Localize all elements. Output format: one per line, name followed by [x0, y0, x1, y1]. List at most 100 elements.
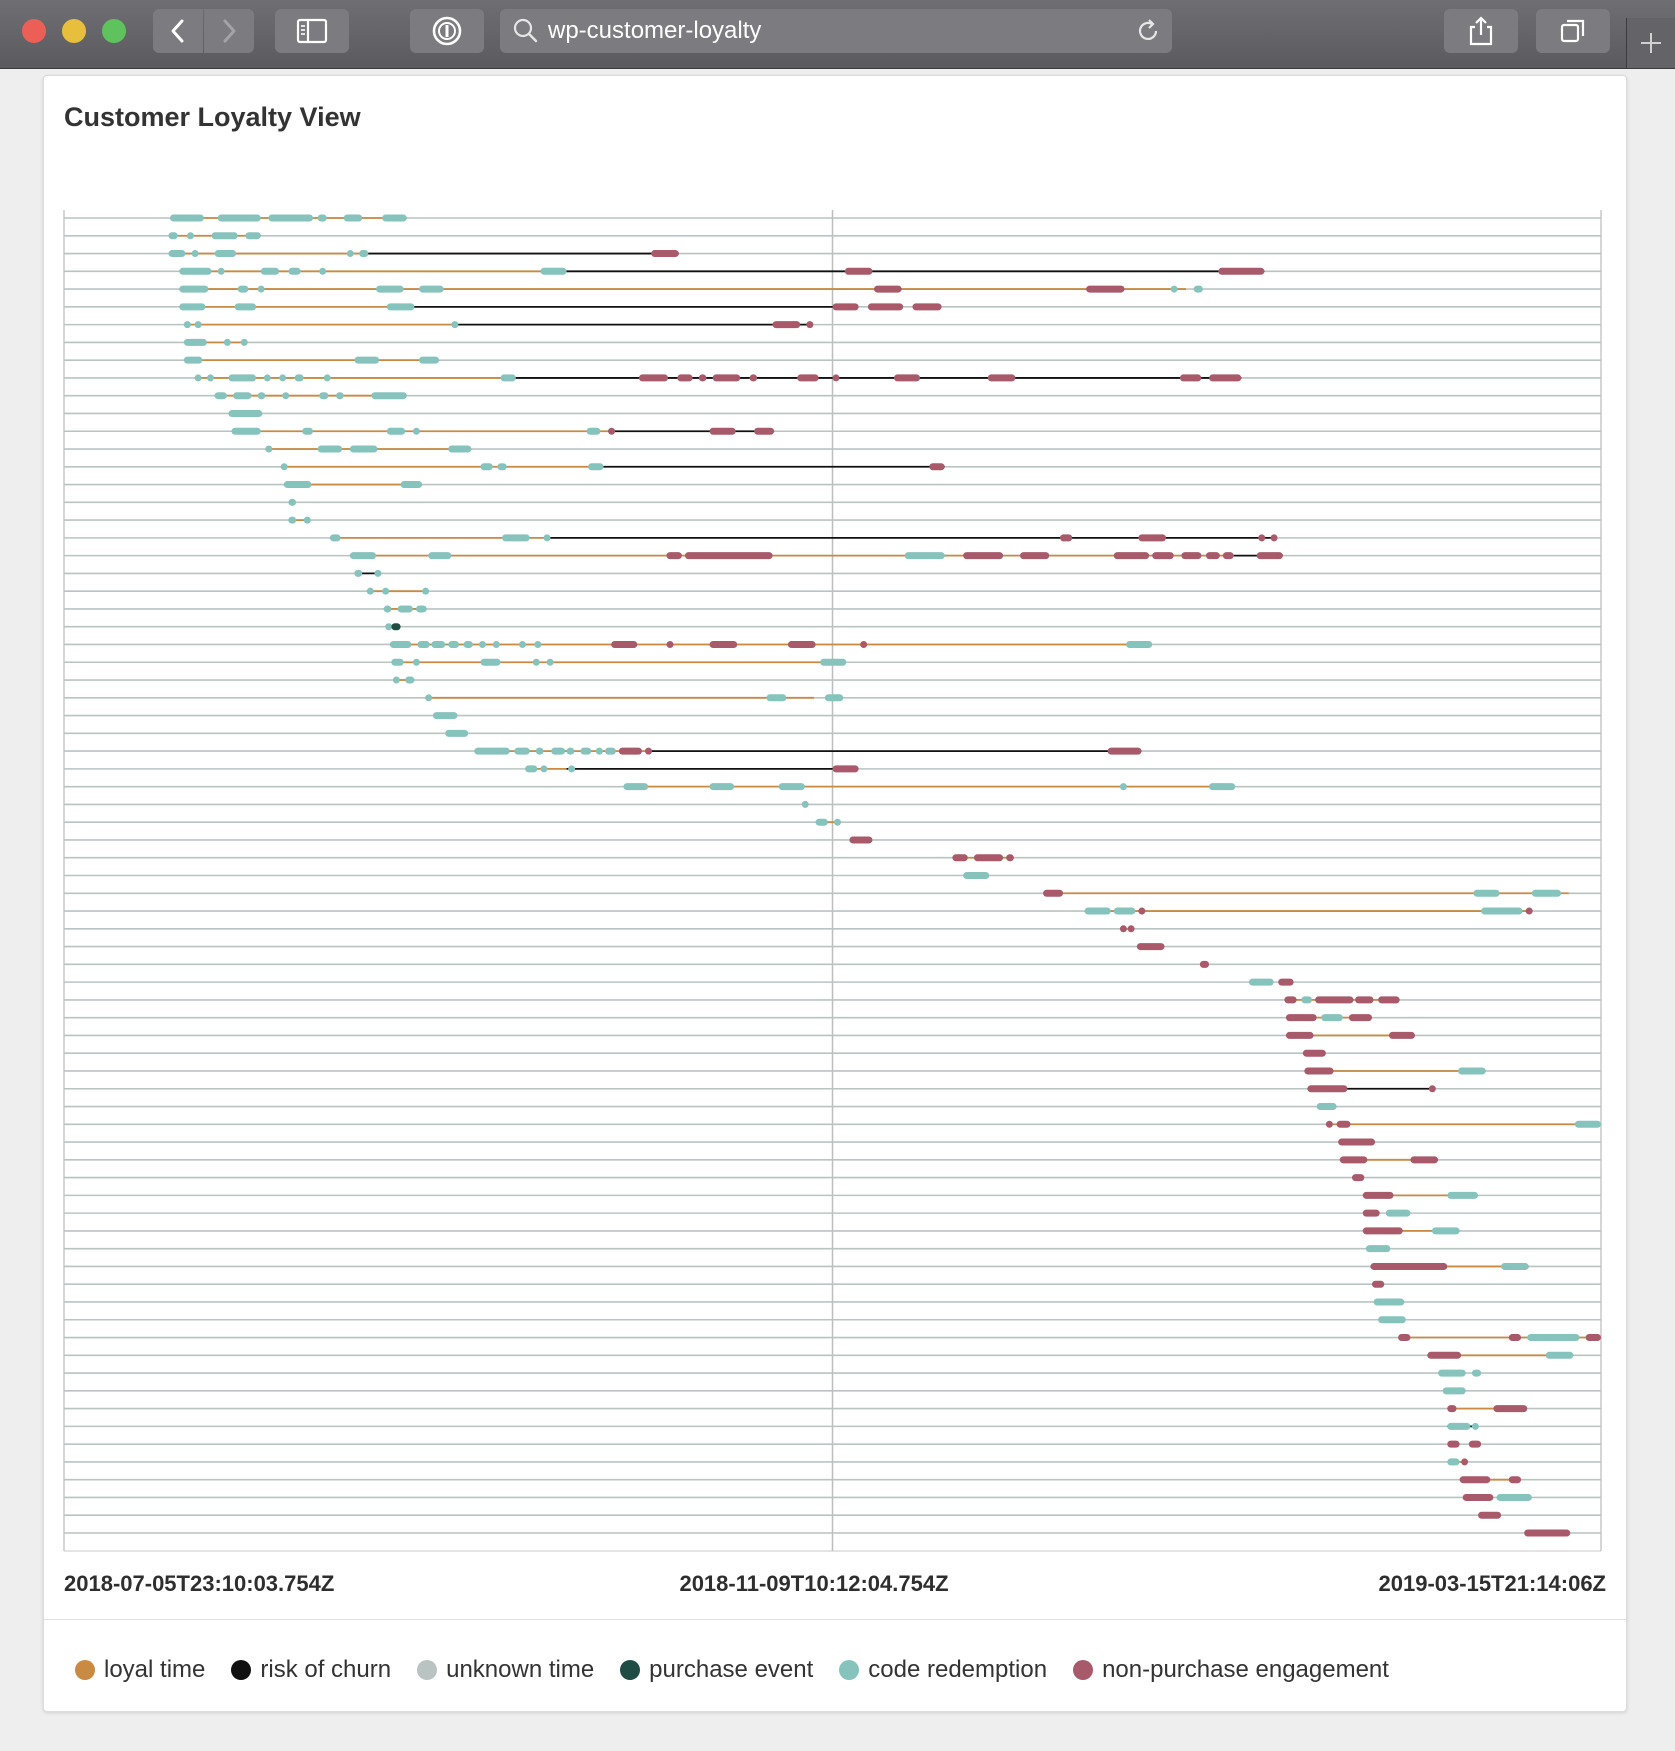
- engage-mark: [1199, 960, 1210, 968]
- password-manager-button[interactable]: [410, 9, 484, 53]
- timeline-row: [64, 960, 1601, 968]
- forward-button[interactable]: [204, 9, 254, 53]
- plus-icon: [1641, 33, 1661, 53]
- engage-mark: [1285, 1031, 1314, 1039]
- code-mark: [354, 356, 380, 364]
- code-mark: [179, 303, 206, 311]
- code-mark: [302, 427, 313, 435]
- engage-mark: [1127, 925, 1135, 933]
- sidebar-toggle-button[interactable]: [275, 9, 349, 53]
- timeline-row: [64, 694, 1601, 702]
- code-mark: [179, 285, 209, 293]
- code-mark: [392, 676, 400, 684]
- zoom-window-button[interactable]: [102, 19, 126, 43]
- code-mark: [1458, 1067, 1486, 1075]
- timeline-row: [64, 285, 1601, 293]
- engage-mark: [849, 836, 873, 844]
- engage-mark: [1119, 925, 1127, 933]
- close-window-button[interactable]: [22, 19, 46, 43]
- code-mark: [382, 214, 407, 222]
- chevron-left-icon: [171, 19, 184, 43]
- engage-mark: [611, 640, 638, 648]
- code-mark: [346, 250, 354, 258]
- new-tab-button[interactable]: [1626, 18, 1675, 68]
- code-mark: [815, 818, 828, 826]
- timeline-row: [64, 338, 1601, 346]
- engage-mark: [712, 374, 741, 382]
- engage-mark: [1459, 1476, 1491, 1484]
- engage-mark: [1461, 1458, 1469, 1466]
- code-mark: [288, 267, 301, 275]
- timeline-row: [64, 1227, 1601, 1235]
- timeline-row: [64, 1440, 1601, 1448]
- engage-mark: [832, 765, 859, 773]
- timeline-row: [64, 783, 1601, 791]
- code-mark: [1481, 907, 1523, 915]
- code-mark: [389, 640, 412, 648]
- password-manager-icon: [432, 16, 462, 46]
- engage-mark: [1525, 907, 1533, 915]
- engage-mark: [1222, 552, 1234, 560]
- code-mark: [397, 605, 413, 613]
- timeline-row: [64, 676, 1601, 684]
- code-mark: [371, 392, 407, 400]
- engage-mark: [867, 303, 904, 311]
- purchase-mark: [391, 623, 401, 631]
- code-mark: [186, 232, 194, 240]
- timeline-row: [64, 1049, 1601, 1057]
- code-mark: [319, 392, 329, 400]
- timeline-row: [64, 1458, 1601, 1466]
- code-mark: [228, 374, 257, 382]
- code-mark: [211, 232, 238, 240]
- code-mark: [294, 374, 304, 382]
- timeline-row: [64, 1476, 1601, 1484]
- timeline-row: [64, 214, 1601, 222]
- code-mark: [265, 445, 273, 453]
- code-mark: [709, 783, 735, 791]
- back-button[interactable]: [153, 9, 203, 53]
- engage-mark: [698, 374, 707, 382]
- engage-mark: [618, 747, 642, 755]
- code-mark: [405, 676, 415, 684]
- engage-mark: [1302, 1049, 1326, 1057]
- code-mark: [432, 712, 458, 720]
- code-mark: [1496, 1493, 1532, 1501]
- code-mark: [349, 445, 378, 453]
- engage-mark: [1336, 1120, 1351, 1128]
- code-mark: [535, 747, 544, 755]
- timeline-row: [64, 1120, 1601, 1128]
- reload-icon[interactable]: [1134, 17, 1162, 45]
- timeline-row: [64, 481, 1601, 489]
- code-mark: [268, 214, 313, 222]
- engage-mark: [749, 374, 758, 382]
- legend-divider: [44, 1619, 1626, 1620]
- code-mark: [234, 303, 257, 311]
- engage-mark: [1478, 1511, 1502, 1519]
- code-mark: [374, 569, 382, 577]
- tabs-overview-button[interactable]: [1536, 9, 1610, 53]
- code-mark: [1209, 783, 1236, 791]
- code-mark: [566, 747, 575, 755]
- timeline-row: [64, 374, 1601, 382]
- code-mark: [518, 640, 526, 648]
- timeline-row: [64, 534, 1601, 542]
- engage-mark: [1339, 1156, 1368, 1164]
- x-axis-start-label: 2018-07-05T23:10:03.754Z: [64, 1571, 335, 1596]
- address-bar[interactable]: wp-customer-loyalty: [500, 9, 1172, 53]
- timeline-row: [64, 1031, 1601, 1039]
- timeline-row: [64, 392, 1601, 400]
- address-text: wp-customer-loyalty: [548, 17, 762, 44]
- code-mark: [257, 392, 266, 400]
- timeline-row: [64, 1191, 1601, 1199]
- code-mark: [280, 463, 288, 471]
- timeline-row: [64, 356, 1601, 364]
- share-button[interactable]: [1444, 9, 1518, 53]
- x-axis-mid-label: 2018-11-09T10:12:04.754Z: [679, 1571, 949, 1596]
- timeline-row: [64, 729, 1601, 737]
- engage-mark: [860, 640, 868, 648]
- legend-swatch: [1073, 1660, 1094, 1680]
- code-mark: [1170, 285, 1178, 293]
- engage-mark: [1493, 1405, 1528, 1413]
- code-mark: [1442, 1387, 1466, 1395]
- minimize-window-button[interactable]: [62, 19, 86, 43]
